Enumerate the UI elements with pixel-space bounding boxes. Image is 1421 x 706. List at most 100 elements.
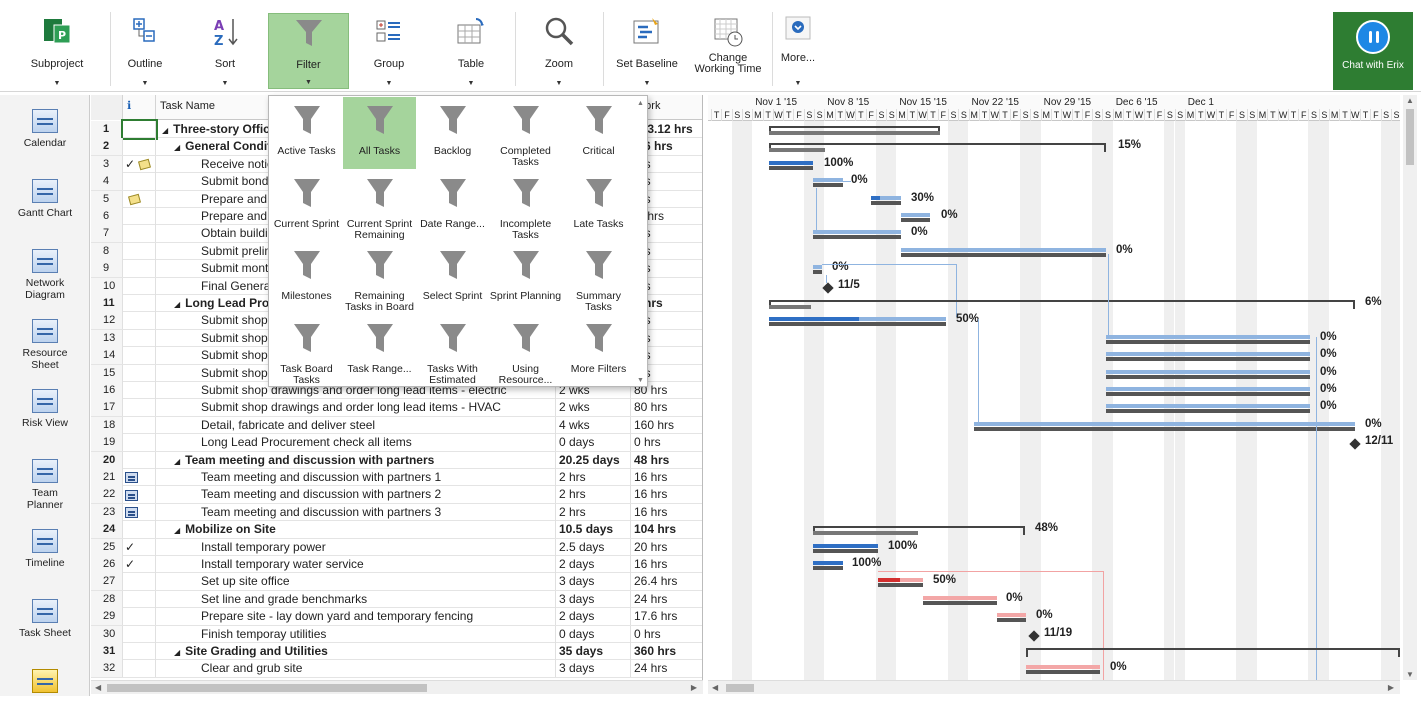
row-id[interactable]: 4	[91, 173, 123, 191]
row-id[interactable]: 19	[91, 434, 123, 452]
table-row[interactable]: 24 ◢ Mobilize on Site 10.5 days 104 hrs	[91, 521, 702, 539]
task-bar[interactable]	[974, 421, 1355, 426]
row-id[interactable]: 3	[91, 155, 123, 173]
filter-item[interactable]: Incomplete Tasks	[489, 170, 562, 242]
filter-item[interactable]: Current Sprint Remaining	[343, 170, 416, 242]
work-cell[interactable]: 17.6 hrs	[631, 608, 702, 625]
table-row[interactable]: 31 ◢ Site Grading and Utilities 35 days 360 …	[91, 643, 702, 661]
row-id[interactable]: 22	[91, 486, 123, 504]
task-name-cell[interactable]: Install temporary power	[156, 538, 556, 556]
scroll-up-icon[interactable]: ▲	[637, 100, 644, 107]
view-calendar[interactable]: Calendar	[0, 109, 89, 149]
row-id[interactable]: 10	[91, 277, 123, 295]
row-id[interactable]: 31	[91, 643, 123, 660]
filter-item[interactable]: Date Range...	[416, 170, 489, 242]
summary-bar[interactable]	[1026, 648, 1400, 650]
work-cell[interactable]: 713.12 hrs	[631, 121, 702, 138]
filter-item[interactable]: Task Range...	[343, 315, 416, 387]
duration-cell[interactable]: 2 days	[556, 556, 631, 573]
task-bar[interactable]	[813, 265, 822, 270]
filter-item[interactable]: Completed Tasks	[489, 97, 562, 169]
duration-cell[interactable]: 0 days	[556, 625, 631, 643]
row-id[interactable]: 7	[91, 225, 123, 243]
summary-bar[interactable]	[769, 300, 1355, 302]
milestone-diamond[interactable]	[1349, 438, 1361, 450]
collapse-triangle-icon[interactable]: ◢	[174, 456, 181, 466]
row-id[interactable]: 6	[91, 208, 123, 225]
task-name-cell[interactable]: Team meeting and discussion with partner…	[156, 486, 556, 504]
row-id[interactable]: 2	[91, 138, 123, 156]
row-id[interactable]: 21	[91, 469, 123, 486]
task-bar[interactable]	[813, 230, 901, 235]
task-name-cell[interactable]: Set line and grade benchmarks	[156, 590, 556, 608]
filter-item[interactable]: Using Resource...	[489, 315, 562, 387]
scroll-thumb[interactable]	[726, 684, 754, 692]
task-name-cell[interactable]: Install temporary water service	[156, 556, 556, 573]
task-name-cell[interactable]: ◢ Team meeting and discussion with partne…	[156, 451, 556, 469]
filter-item[interactable]: Select Sprint	[416, 242, 489, 314]
filter-item[interactable]: Tasks With Estimated	[416, 315, 489, 387]
duration-cell[interactable]: 3 days	[556, 573, 631, 591]
filter-item[interactable]: Active Tasks	[270, 97, 343, 169]
summary-bar[interactable]	[769, 143, 1106, 146]
row-id[interactable]: 17	[91, 399, 123, 417]
task-bar[interactable]	[901, 247, 1106, 252]
work-cell[interactable]: 16 hrs	[631, 486, 702, 503]
task-bar[interactable]	[813, 178, 843, 183]
scroll-thumb[interactable]	[107, 684, 427, 692]
note-icon[interactable]	[138, 158, 152, 171]
gantt-vertical-scrollbar[interactable]: ▲ ▼	[1403, 95, 1417, 680]
scroll-left-icon[interactable]: ◀	[95, 683, 102, 692]
work-cell[interactable]: 0 hrs	[631, 626, 702, 643]
row-id[interactable]: 26	[91, 556, 123, 573]
table-button[interactable]: Table ▼	[438, 13, 504, 89]
outline-button[interactable]: Outline ▼	[112, 13, 178, 89]
duration-cell[interactable]: 20.25 days	[556, 451, 631, 469]
row-id[interactable]: 32	[91, 660, 123, 678]
table-row[interactable]: 19 Long Lead Procurement check all items 0…	[91, 434, 702, 452]
scroll-down-icon[interactable]: ▼	[1406, 670, 1414, 679]
gantt-horizontal-scrollbar[interactable]: ◀ ▶	[708, 680, 1400, 694]
table-row[interactable]: 27 Set up site office 3 days 26.4 hrs	[91, 573, 702, 591]
duration-cell[interactable]: 2 hrs	[556, 503, 631, 521]
filter-item[interactable]: Milestones	[270, 242, 343, 314]
row-id[interactable]: 11	[91, 295, 123, 312]
work-cell[interactable]: 16 hrs	[631, 469, 702, 486]
table-row[interactable]: 18 Detail, fabricate and deliver steel 4 w…	[91, 416, 702, 435]
view-more-selector[interactable]	[0, 669, 89, 696]
task-bar[interactable]	[1106, 404, 1310, 409]
task-bar[interactable]	[997, 613, 1026, 618]
work-cell[interactable]: 24 hrs	[631, 591, 702, 608]
filter-item[interactable]: Critical	[562, 97, 635, 169]
filter-menu-scrollbar[interactable]: ▲ ▼	[637, 100, 645, 384]
filter-item[interactable]: Task Board Tasks	[270, 315, 343, 387]
summary-bar[interactable]	[769, 126, 940, 128]
work-cell[interactable]: 26.4 hrs	[631, 573, 702, 590]
task-name-cell[interactable]: Prepare site - lay down yard and tempora…	[156, 608, 556, 626]
table-row[interactable]: 30 Finish temporay utilities 0 days 0 hrs	[91, 625, 702, 643]
scroll-right-icon[interactable]: ▶	[1387, 683, 1394, 692]
more-button[interactable]: More... ▼	[776, 13, 820, 89]
row-id[interactable]: 5	[91, 190, 123, 208]
task-name-cell[interactable]: Clear and grub site	[156, 660, 556, 678]
task-name-cell[interactable]: Set up site office	[156, 573, 556, 591]
row-id[interactable]: 12	[91, 312, 123, 330]
view-network-diagram[interactable]: Network Diagram	[0, 249, 89, 301]
work-cell[interactable]: 20 hrs	[631, 539, 702, 556]
task-bar[interactable]	[1106, 352, 1310, 357]
task-bar[interactable]	[1106, 369, 1310, 374]
table-row[interactable]: 20 ◢ Team meeting and discussion with part…	[91, 451, 702, 469]
task-name-cell[interactable]: Detail, fabricate and deliver steel	[156, 416, 556, 434]
row-id[interactable]: 27	[91, 573, 123, 591]
task-name-cell[interactable]: Team meeting and discussion with partner…	[156, 469, 556, 486]
collapse-triangle-icon[interactable]: ◢	[174, 300, 181, 309]
work-cell[interactable]: 16 hrs	[631, 504, 702, 521]
filter-item[interactable]: Sprint Planning	[489, 242, 562, 314]
view-risk-view[interactable]: Risk View	[0, 389, 89, 429]
chat-with-erix-button[interactable]: Chat with Erix	[1333, 12, 1413, 90]
duration-cell[interactable]: 35 days	[556, 643, 631, 660]
filter-item[interactable]: All Tasks	[343, 97, 416, 169]
work-cell[interactable]: 48 hrs	[631, 452, 702, 469]
collapse-triangle-icon[interactable]: ◢	[174, 143, 181, 153]
table-row[interactable]: 28 Set line and grade benchmarks 3 days 24 …	[91, 590, 702, 609]
